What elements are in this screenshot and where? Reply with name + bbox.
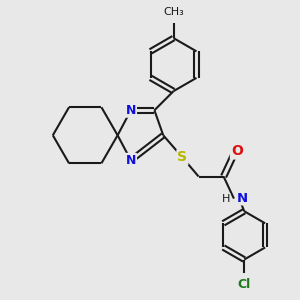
Text: N: N — [126, 104, 136, 117]
Text: N: N — [126, 154, 136, 167]
Text: S: S — [177, 150, 188, 164]
Text: N: N — [236, 192, 247, 205]
Text: Cl: Cl — [238, 278, 251, 291]
Text: CH₃: CH₃ — [163, 7, 184, 17]
Text: O: O — [231, 145, 243, 158]
Text: H: H — [222, 194, 230, 204]
